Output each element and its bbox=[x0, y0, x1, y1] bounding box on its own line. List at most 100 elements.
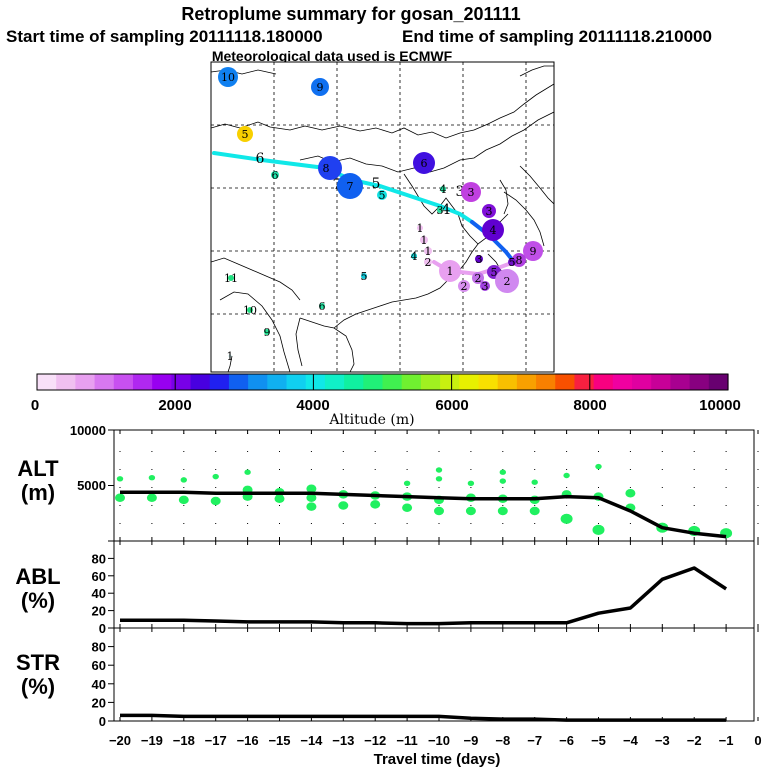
map-cluster: 9 bbox=[264, 326, 271, 339]
colorbar-swatch bbox=[56, 374, 76, 390]
str-panel-frame bbox=[113, 627, 755, 722]
colorbar-swatch bbox=[267, 374, 288, 390]
colorbar-swatch bbox=[536, 374, 556, 390]
svg-text:6: 6 bbox=[272, 169, 279, 182]
svg-text:5: 5 bbox=[242, 128, 249, 141]
colorbar-swatch bbox=[190, 374, 211, 390]
svg-text:1: 1 bbox=[417, 222, 424, 235]
colorbar-dividers bbox=[174, 374, 591, 390]
abl-panel: ABL (%) 80 60 40 20 0 bbox=[15, 540, 759, 636]
map-cluster: 5 bbox=[237, 126, 253, 142]
x-tick-label: −6 bbox=[559, 733, 574, 748]
colorbar-label: 2000 bbox=[158, 397, 191, 414]
alt-scatter-point bbox=[592, 524, 605, 536]
svg-text:3: 3 bbox=[482, 280, 489, 293]
y-tick-label: 20 bbox=[92, 695, 106, 710]
x-tick-label: −12 bbox=[364, 733, 386, 748]
colorbar-swatch bbox=[152, 374, 172, 390]
alt-scatter-point bbox=[435, 476, 443, 482]
alt-scatter-point bbox=[306, 493, 317, 502]
map-cluster: 3 bbox=[480, 280, 490, 293]
colorbar-swatch bbox=[689, 374, 710, 390]
map-cluster: 5 bbox=[361, 270, 368, 283]
map-cluster: 5 bbox=[377, 189, 387, 202]
x-tick-label: −5 bbox=[591, 733, 606, 748]
alt-scatter-point bbox=[403, 480, 411, 487]
map-cluster: 9 bbox=[523, 241, 543, 261]
svg-text:11: 11 bbox=[224, 272, 238, 285]
svg-text:2: 2 bbox=[461, 280, 468, 293]
map-cluster: 4 bbox=[411, 250, 418, 263]
y-tick-label: 5000 bbox=[77, 478, 106, 493]
map-cluster: 3 bbox=[437, 204, 444, 217]
svg-text:9: 9 bbox=[530, 245, 537, 258]
colorbar-swatch bbox=[305, 374, 326, 390]
svg-text:4: 4 bbox=[440, 183, 447, 196]
svg-text:3: 3 bbox=[476, 253, 483, 266]
trajectory-label: 5 bbox=[372, 176, 381, 192]
colorbar-label: 10000 bbox=[699, 397, 741, 414]
met-data-label: Meteorological data used is ECMWF bbox=[212, 48, 453, 64]
map-cluster: 7 bbox=[337, 173, 363, 199]
alt-scatter-point bbox=[244, 469, 251, 475]
map-cluster: 3 bbox=[461, 182, 481, 202]
svg-text:9: 9 bbox=[317, 81, 324, 94]
alt-scatter-point bbox=[116, 476, 124, 482]
x-tick-label: 0 bbox=[754, 733, 761, 748]
alt-panel: ALT (m) 10000 5000 bbox=[17, 423, 759, 542]
svg-text:6: 6 bbox=[319, 300, 326, 313]
colorbar-swatch bbox=[670, 374, 691, 390]
alt-scatter-point bbox=[210, 496, 221, 506]
x-tick-label: −15 bbox=[268, 733, 290, 748]
alt-scatter-point bbox=[531, 479, 538, 485]
alt-scatter-point bbox=[625, 489, 636, 498]
svg-text:1: 1 bbox=[447, 265, 454, 278]
svg-text:3: 3 bbox=[486, 205, 493, 218]
svg-text:5: 5 bbox=[491, 266, 498, 279]
alt-scatter-point bbox=[115, 493, 125, 502]
colorbar-swatch bbox=[382, 374, 403, 390]
colorbar-swatch bbox=[286, 374, 307, 390]
colorbar-swatch bbox=[401, 374, 422, 390]
svg-text:4: 4 bbox=[490, 224, 497, 237]
alt-scatter-point bbox=[499, 469, 506, 475]
alt-scatter-point bbox=[148, 474, 156, 481]
alt-panel-label: ALT bbox=[17, 456, 59, 481]
x-tick-label: −7 bbox=[527, 733, 542, 748]
alt-median-line bbox=[120, 490, 727, 539]
alt-scatter-point bbox=[306, 502, 317, 511]
alt-scatter-point bbox=[212, 473, 219, 480]
map-cluster: 1 bbox=[439, 260, 461, 282]
alt-scatter-point bbox=[338, 501, 349, 510]
svg-text:3: 3 bbox=[468, 186, 475, 199]
x-tick-label: −1 bbox=[719, 733, 734, 748]
x-tick-label: −9 bbox=[463, 733, 478, 748]
colorbar-swatch bbox=[632, 374, 652, 390]
colorbar-swatch bbox=[459, 374, 480, 390]
colorbar-swatch bbox=[420, 374, 441, 390]
svg-text:5: 5 bbox=[361, 270, 368, 283]
map-cluster: 9 bbox=[311, 78, 329, 96]
colorbar-swatch bbox=[344, 374, 364, 390]
x-tick-label: −4 bbox=[623, 733, 639, 748]
colorbar-swatch bbox=[651, 374, 672, 390]
colorbar-label: 6000 bbox=[435, 397, 468, 414]
alt-scatter-point bbox=[465, 506, 476, 516]
alt-scatter-point bbox=[560, 513, 573, 524]
x-tick-label: −20 bbox=[109, 733, 131, 748]
colorbar-swatch bbox=[132, 374, 153, 390]
y-tick-label: 20 bbox=[92, 604, 106, 619]
svg-text:1: 1 bbox=[227, 350, 234, 363]
abl-panel-label-units: (%) bbox=[21, 588, 55, 613]
colorbar-swatch bbox=[209, 374, 230, 390]
svg-text:9: 9 bbox=[264, 326, 271, 339]
x-tick-label: −14 bbox=[300, 733, 323, 748]
svg-text:2: 2 bbox=[475, 272, 482, 285]
alt-scatter-point bbox=[435, 467, 443, 473]
x-tick-label: −16 bbox=[237, 733, 259, 748]
y-tick-label: 0 bbox=[99, 714, 106, 729]
colorbar-swatch bbox=[612, 374, 633, 390]
colorbar-swatch bbox=[94, 374, 115, 390]
x-tick-label: −11 bbox=[396, 733, 417, 748]
